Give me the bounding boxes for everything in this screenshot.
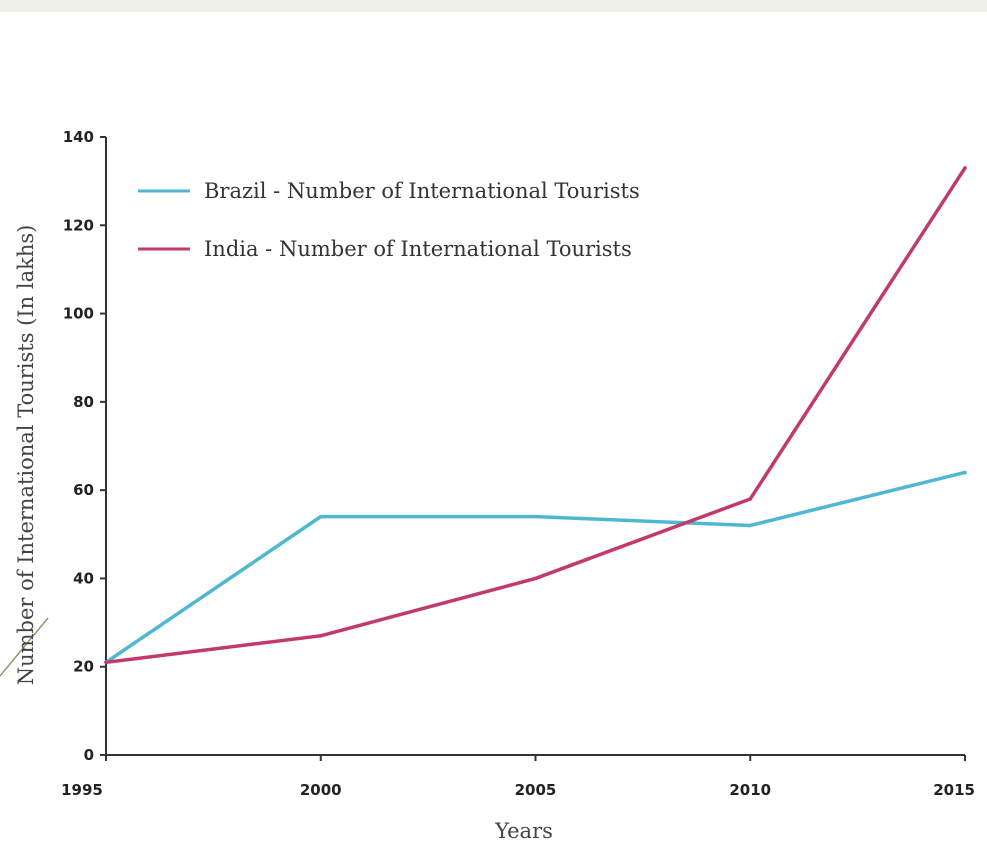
data-point-india — [748, 497, 753, 501]
y-tick-label: 120 — [63, 216, 94, 234]
y-tick-label: 140 — [63, 128, 94, 146]
data-point-brazil — [748, 523, 753, 528]
y-tick-label: 80 — [73, 393, 94, 411]
legend-label-india: India - Number of International Tourists — [204, 237, 632, 261]
legend-label-brazil: Brazil - Number of International Tourist… — [204, 179, 640, 203]
chart-legend: Brazil - Number of International Tourist… — [138, 179, 640, 261]
slide-accent-line — [0, 617, 49, 677]
series-line-brazil — [105, 470, 966, 664]
y-tick-label: 40 — [73, 569, 94, 587]
x-tick-label: 2010 — [729, 781, 771, 799]
slide-top-band — [0, 0, 987, 12]
x-tick-label: 2000 — [300, 781, 342, 799]
y-tick-label: 20 — [73, 658, 94, 676]
data-point-brazil — [963, 470, 967, 475]
data-point-india — [318, 634, 323, 638]
data-point-india — [533, 576, 538, 581]
x-tick-label: 2015 — [933, 781, 975, 799]
data-point-brazil — [533, 514, 538, 519]
y-axis-ticks: 0 20 40 60 80 100 120 140 — [63, 128, 106, 764]
x-tick-label: 2005 — [515, 781, 557, 799]
x-axis-ticks: 1995 2000 2005 2010 2015 — [61, 755, 975, 799]
chart-axes — [105, 137, 965, 756]
y-tick-label: 100 — [63, 305, 94, 323]
x-axis-title: Years — [494, 819, 553, 843]
data-point-india — [104, 660, 108, 665]
chart-series — [104, 166, 967, 665]
data-point-india — [963, 166, 967, 170]
y-tick-label: 60 — [73, 481, 94, 499]
y-axis-title: Number of International Tourists (In lak… — [14, 225, 38, 686]
y-tick-label: 0 — [84, 746, 94, 764]
data-point-brazil — [318, 514, 323, 519]
x-tick-label: 1995 — [61, 781, 103, 799]
